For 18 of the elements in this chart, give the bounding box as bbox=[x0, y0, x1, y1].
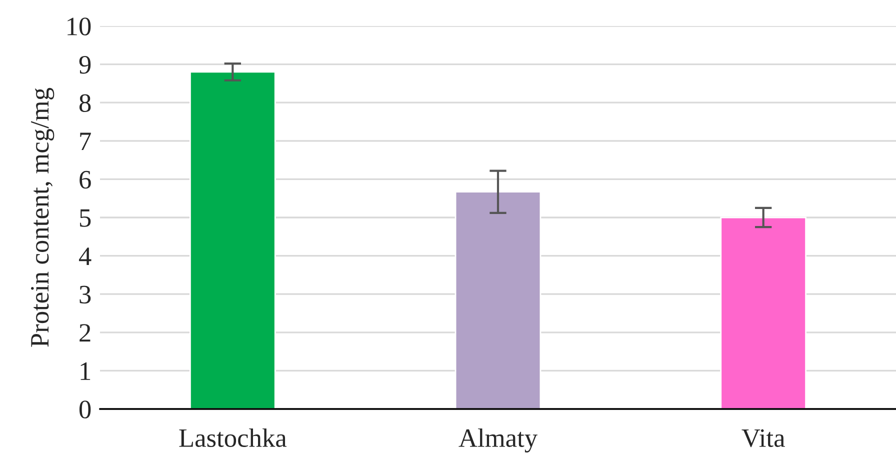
bar bbox=[190, 71, 276, 409]
y-tick-label: 4 bbox=[78, 248, 92, 265]
y-tick-label: 5 bbox=[80, 209, 91, 227]
bar bbox=[454, 191, 542, 409]
x-tick-label: Lastochka bbox=[179, 428, 287, 448]
y-tick-label: 2 bbox=[80, 324, 90, 342]
y-tick-label: 6 bbox=[80, 170, 91, 189]
x-tick-label: Almaty bbox=[458, 428, 538, 452]
x-tick-label: Vita bbox=[742, 429, 785, 448]
y-tick-label: 9 bbox=[79, 56, 91, 74]
y-tick-label: 7 bbox=[80, 132, 91, 150]
y-tick-label: 0 bbox=[79, 400, 91, 418]
bar bbox=[720, 216, 806, 409]
y-axis-title: Protein content, mcg/mg bbox=[31, 88, 54, 347]
y-tick-label: 8 bbox=[79, 94, 91, 112]
y-tick-label: 3 bbox=[80, 286, 91, 304]
y-tick-label: 1 bbox=[80, 362, 90, 380]
y-tick-label: 10 bbox=[68, 18, 91, 36]
